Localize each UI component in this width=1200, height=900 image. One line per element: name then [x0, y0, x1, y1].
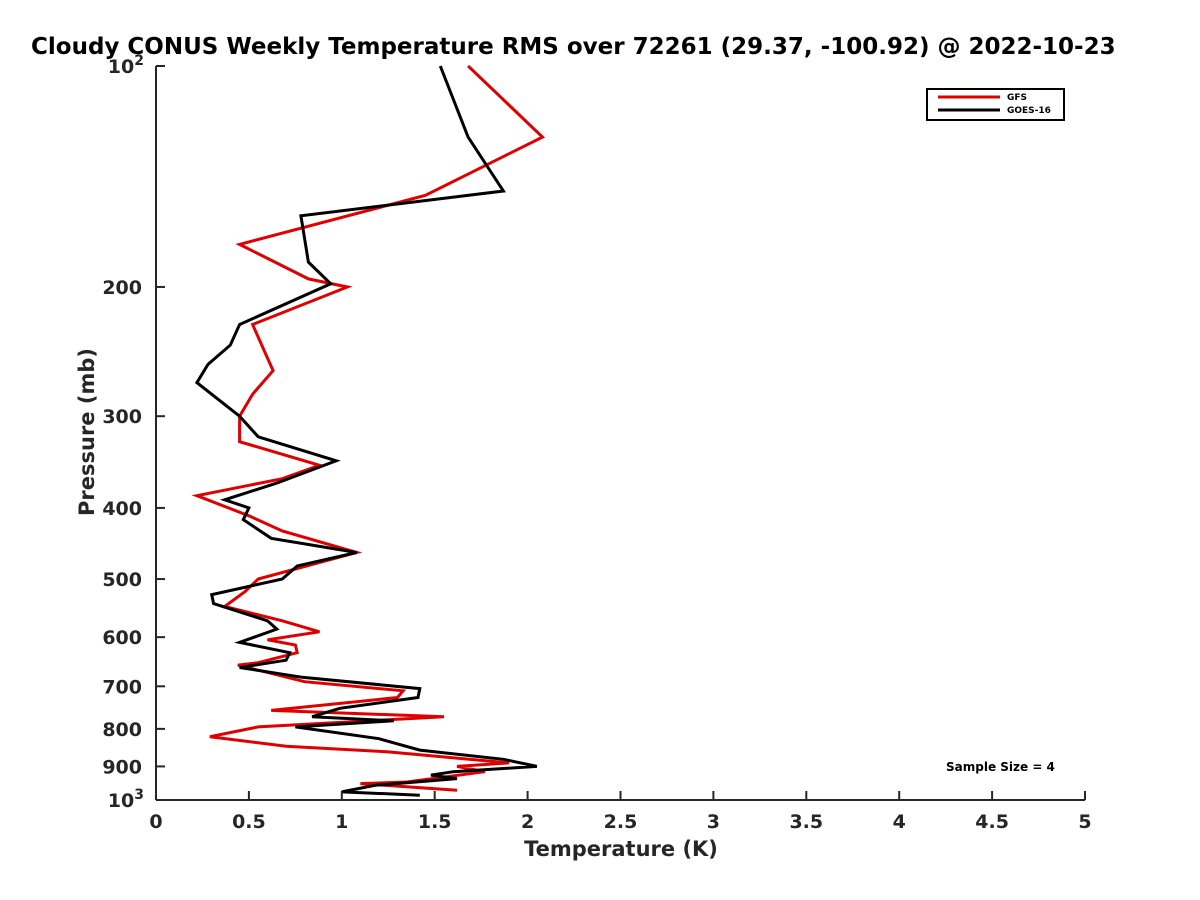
series-line-0	[191, 64, 546, 792]
x-tick-label: 0	[149, 811, 162, 833]
legend-label-1: GOES-16	[1007, 106, 1051, 116]
x-tick-label: 0.5	[232, 811, 266, 833]
x-tick-label: 3	[707, 811, 720, 833]
series-layer	[191, 64, 546, 797]
series-line-1	[194, 65, 538, 797]
legend-label-0: GFS	[1007, 93, 1027, 103]
y-tick-label: 800	[102, 719, 142, 741]
y-tick-label: 102	[108, 53, 144, 78]
y-tick-label: 103	[108, 787, 144, 812]
legend-box	[926, 88, 1065, 121]
y-tick-label-base: 10	[108, 56, 134, 78]
x-tick-label: 5	[1078, 811, 1091, 833]
y-tick-label: 300	[102, 406, 142, 428]
x-tick-label: 3.5	[789, 811, 823, 833]
axes-layer: 0 0.5 1 1.5 2 2.5 3 3.5 4 4.5 51022003004005006007…	[102, 53, 1091, 833]
y-tick-label-base: 10	[108, 790, 134, 812]
y-tick-label-exponent: 2	[134, 53, 144, 69]
chart-title: Cloudy CONUS Weekly Temperature RMS over…	[31, 34, 1116, 60]
legend: GFS GOES-16	[926, 88, 1065, 121]
x-tick-label: 1	[335, 811, 348, 833]
y-axis-label: Pressure (mb)	[75, 348, 99, 516]
y-tick-label: 200	[102, 277, 142, 299]
y-tick-label: 900	[102, 756, 142, 778]
y-tick-label-exponent: 3	[134, 787, 144, 803]
x-tick-label: 2.5	[604, 811, 638, 833]
x-tick-label: 2	[521, 811, 534, 833]
x-tick-label: 4	[893, 811, 906, 833]
y-tick-label: 400	[102, 498, 142, 520]
sample-size-annotation: Sample Size = 4	[946, 760, 1055, 774]
x-tick-label: 1.5	[418, 811, 452, 833]
y-tick-label: 500	[102, 569, 142, 591]
y-tick-label: 700	[102, 676, 142, 698]
x-axis-label: Temperature (K)	[524, 837, 718, 861]
x-tick-label: 4.5	[975, 811, 1009, 833]
y-tick-label: 600	[102, 627, 142, 649]
